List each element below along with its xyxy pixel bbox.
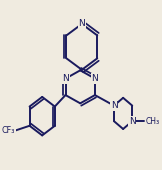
Text: N: N	[129, 117, 136, 126]
Text: N: N	[92, 74, 98, 83]
Text: N: N	[111, 101, 117, 110]
Text: CF₃: CF₃	[2, 126, 15, 135]
Text: CH₃: CH₃	[145, 117, 159, 126]
Text: N: N	[62, 74, 69, 83]
Text: N: N	[78, 20, 85, 28]
